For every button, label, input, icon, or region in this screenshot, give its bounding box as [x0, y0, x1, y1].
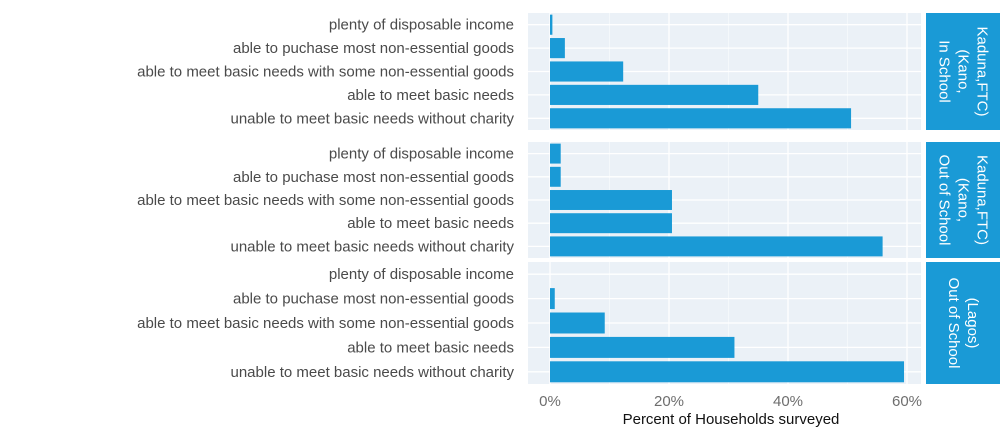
- x-tick-label: 60%: [892, 393, 922, 410]
- category-label: able to puchase most non-essential goods: [233, 40, 514, 57]
- bar: [550, 84, 759, 105]
- facet-strip-label: Out of School: [945, 278, 962, 369]
- bar: [550, 143, 561, 164]
- x-tick-label: 40%: [773, 393, 803, 410]
- bar: [550, 61, 624, 82]
- panel-1: plenty of disposable income able to pucha…: [137, 13, 1000, 130]
- bar: [550, 288, 555, 310]
- category-label: able to meet basic needs with some non-e…: [137, 64, 514, 81]
- bar: [550, 166, 561, 187]
- x-axis: 0% 20% 40% 60%: [539, 393, 922, 410]
- category-label: plenty of disposable income: [329, 266, 514, 283]
- panel-3: plenty of disposable income able to pucha…: [137, 262, 1000, 384]
- category-label: unable to meet basic needs without chari…: [231, 110, 515, 127]
- facet-strip: [926, 13, 1000, 130]
- bar: [550, 14, 553, 35]
- facet-strip-label: Kaduna,FTC): [974, 26, 991, 116]
- bar: [550, 361, 905, 383]
- category-label: unable to meet basic needs without chari…: [231, 364, 515, 381]
- x-axis-title: Percent of Households surveyed: [623, 411, 840, 428]
- category-label: able to puchase most non-essential goods: [233, 291, 514, 308]
- bar: [550, 312, 605, 334]
- category-label: able to meet basic needs: [347, 87, 514, 104]
- facet-strip-label: Kaduna,FTC): [974, 155, 991, 245]
- x-tick-label: 0%: [539, 393, 561, 410]
- facet-strip-label: In School: [936, 40, 953, 103]
- bar: [550, 190, 672, 210]
- facet-strip-label: (Kano,: [955, 178, 972, 222]
- facet-strip-label: (Lagos): [964, 298, 981, 349]
- category-label: able to meet basic needs: [347, 339, 514, 356]
- bar: [550, 236, 883, 257]
- facet-strip: [926, 262, 1000, 384]
- category-label: plenty of disposable income: [329, 146, 514, 163]
- bar: [550, 336, 735, 358]
- facet-strip: [926, 142, 1000, 258]
- panels-layer: plenty of disposable income able to pucha…: [137, 13, 1000, 384]
- facet-strip-label: (Kano,: [955, 49, 972, 93]
- facet-strip-label: Out of School: [936, 155, 953, 246]
- category-label: plenty of disposable income: [329, 17, 514, 34]
- category-label: unable to meet basic needs without chari…: [231, 238, 515, 255]
- bar: [550, 108, 852, 129]
- bar: [550, 213, 672, 234]
- x-tick-label: 20%: [654, 393, 684, 410]
- category-label: able to puchase most non-essential goods: [233, 169, 514, 186]
- category-label: able to meet basic needs with some non-e…: [137, 315, 514, 332]
- category-label: able to meet basic needs with some non-e…: [137, 192, 514, 209]
- panel-2: plenty of disposable income able to pucha…: [137, 142, 1000, 258]
- bar: [550, 38, 565, 59]
- category-label: able to meet basic needs: [347, 215, 514, 232]
